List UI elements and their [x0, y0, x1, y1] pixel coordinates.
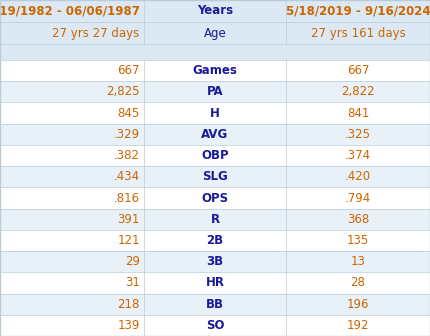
Text: SLG: SLG [202, 170, 228, 183]
Text: BB: BB [206, 298, 224, 311]
Bar [0, 272, 430, 294]
Text: 2B: 2B [206, 234, 224, 247]
Text: .382: .382 [114, 149, 140, 162]
Text: .420: .420 [345, 170, 371, 183]
Text: 29: 29 [125, 255, 140, 268]
Text: .816: .816 [114, 192, 140, 205]
Text: 368: 368 [347, 213, 369, 226]
Bar [0, 124, 430, 145]
Text: 135: 135 [347, 234, 369, 247]
Text: OPS: OPS [201, 192, 229, 205]
Text: 192: 192 [347, 319, 369, 332]
Text: Years: Years [197, 4, 233, 17]
Bar [0, 145, 430, 166]
Bar [0, 187, 430, 209]
Text: Games: Games [193, 64, 237, 77]
Text: 841: 841 [347, 107, 369, 120]
Text: 667: 667 [347, 64, 369, 77]
Text: 27 yrs 161 days: 27 yrs 161 days [310, 27, 405, 40]
Text: HR: HR [206, 277, 224, 289]
Text: .325: .325 [345, 128, 371, 141]
Text: 139: 139 [117, 319, 140, 332]
Text: AVG: AVG [201, 128, 229, 141]
Bar [0, 44, 430, 60]
Text: PA: PA [207, 85, 223, 98]
Text: 28: 28 [350, 277, 366, 289]
Text: 667: 667 [117, 64, 140, 77]
Text: 31: 31 [125, 277, 140, 289]
Bar [0, 22, 430, 44]
Bar [0, 315, 430, 336]
Bar [0, 166, 430, 187]
Text: 121: 121 [117, 234, 140, 247]
Text: 218: 218 [117, 298, 140, 311]
Bar [0, 230, 430, 251]
Bar [0, 102, 430, 124]
Text: 196: 196 [347, 298, 369, 311]
Text: 27 yrs 27 days: 27 yrs 27 days [52, 27, 140, 40]
Text: 845: 845 [117, 107, 140, 120]
Text: Age: Age [204, 27, 226, 40]
Text: 5/18/2019 - 9/16/2024: 5/18/2019 - 9/16/2024 [286, 4, 430, 17]
Text: 3B: 3B [206, 255, 224, 268]
Bar [0, 294, 430, 315]
Text: R: R [210, 213, 220, 226]
Text: .374: .374 [345, 149, 371, 162]
Bar [0, 81, 430, 102]
Text: .794: .794 [345, 192, 371, 205]
Text: H: H [210, 107, 220, 120]
Bar [0, 209, 430, 230]
Text: 7/19/1982 - 06/06/1987: 7/19/1982 - 06/06/1987 [0, 4, 140, 17]
Text: 13: 13 [350, 255, 366, 268]
Bar [0, 60, 430, 81]
Text: 2,822: 2,822 [341, 85, 375, 98]
Text: SO: SO [206, 319, 224, 332]
Text: .329: .329 [114, 128, 140, 141]
Bar [0, 251, 430, 272]
Text: .434: .434 [114, 170, 140, 183]
Text: 2,825: 2,825 [106, 85, 140, 98]
Bar [0, 0, 430, 22]
Text: OBP: OBP [201, 149, 229, 162]
Text: 391: 391 [117, 213, 140, 226]
